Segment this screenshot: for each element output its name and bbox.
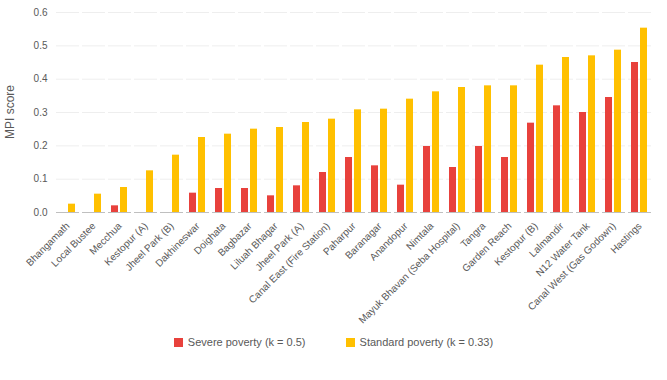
svg-text:Baranagar: Baranagar	[342, 220, 384, 261]
svg-text:Anandopur: Anandopur	[367, 220, 410, 263]
svg-text:0.3: 0.3	[34, 107, 48, 118]
html-text:Severe poverty (k = 0.5): Severe poverty (k = 0.5)	[187, 336, 306, 348]
svg-text:0.1: 0.1	[34, 173, 48, 184]
svg-text:0.2: 0.2	[34, 140, 48, 151]
svg-text:Kestopur (A): Kestopur (A)	[102, 220, 150, 268]
svg-text:0.5: 0.5	[34, 40, 48, 51]
svg-text:Canal West (Gas Godown): Canal West (Gas Godown)	[526, 220, 618, 312]
svg-text:Kestopur (B): Kestopur (B)	[492, 220, 539, 267]
svg-text:Canal East (Fire Station): Canal East (Fire Station)	[246, 220, 331, 305]
svg-text:0.6: 0.6	[34, 7, 48, 18]
svg-text:0.0: 0.0	[34, 207, 48, 218]
svg-text:Bagbazar: Bagbazar	[215, 220, 254, 259]
svg-text:Bhangamath: Bhangamath	[23, 220, 72, 269]
svg-text:Jheel Park (A): Jheel Park (A)	[253, 220, 306, 273]
svg-text:0.4: 0.4	[34, 73, 48, 84]
svg-text:Mayuk Bhavan (Seba Hospital): Mayuk Bhavan (Seba Hospital)	[356, 220, 461, 325]
svg-text:N12 Water Tank: N12 Water Tank	[533, 220, 592, 279]
svg-text:MPI score: MPI score	[3, 85, 17, 139]
svg-text:Nimtala: Nimtala	[403, 220, 436, 252]
svg-text:Liluah Bhagar: Liluah Bhagar	[228, 220, 280, 272]
svg-text:Jheel Park (B): Jheel Park (B)	[123, 220, 176, 273]
svg-text:Tangra: Tangra	[458, 220, 488, 250]
svg-text:Garden Reach: Garden Reach	[459, 220, 514, 274]
svg-text:Hastings: Hastings	[608, 220, 643, 255]
svg-text:Doighata: Doighata	[191, 220, 228, 257]
svg-text:Mecchua: Mecchua	[87, 220, 124, 257]
svg-text:Dakhineswar: Dakhineswar	[153, 220, 202, 269]
svg-text:Paharpur: Paharpur	[320, 220, 358, 258]
svg-text:Local Bustee: Local Bustee	[49, 220, 98, 269]
html-text:Standard poverty (k = 0.33): Standard poverty (k = 0.33)	[359, 336, 494, 348]
svg-text:Lalmandir: Lalmandir	[526, 220, 566, 260]
